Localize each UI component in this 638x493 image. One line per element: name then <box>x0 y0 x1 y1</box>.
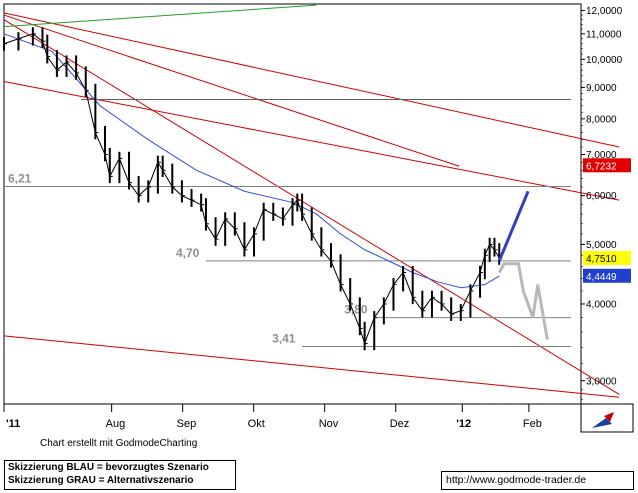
series <box>3 27 549 351</box>
trend-line <box>3 19 620 395</box>
price-markers: 6,7232 4,7510 4,4449 <box>583 158 631 283</box>
x-tick-label: Nov <box>319 418 339 430</box>
moving-average-line <box>3 33 500 289</box>
source-url[interactable]: http://www.godmode-trader.de <box>441 471 634 490</box>
price-marker-label: 4,7510 <box>586 254 617 265</box>
x-tick-label: '12 <box>456 418 471 430</box>
level-label: 4,70 <box>176 246 200 260</box>
x-tick-label: Feb <box>523 418 542 430</box>
trend-line <box>3 12 620 148</box>
trend-line <box>3 335 620 398</box>
price-marker <box>583 251 631 266</box>
price-marker-label: 6,7232 <box>586 161 617 172</box>
price-axis: 12,000011,000010,00009,00008,00007,00006… <box>581 6 623 400</box>
y-tick-label: 12,0000 <box>586 6 623 17</box>
y-tick-label: 4,0000 <box>586 299 617 310</box>
y-tick-label: 11,0000 <box>586 29 622 40</box>
trend-lines <box>3 4 620 398</box>
x-tick-label: Dez <box>390 418 410 430</box>
y-tick-label: 3,0000 <box>586 376 617 387</box>
level-label: 3,41 <box>272 332 296 346</box>
y-tick-label: 6,0000 <box>586 191 617 202</box>
x-tick-label: Okt <box>248 418 265 430</box>
blue-scenario-line <box>497 190 530 262</box>
x-tick-label: Sep <box>177 418 197 430</box>
y-tick-label: 10,0000 <box>586 55 623 66</box>
price-marker <box>583 158 631 173</box>
legend-grey: Skizzierung GRAU = Alternativszenario <box>8 475 194 486</box>
y-tick-label: 8,0000 <box>586 114 617 125</box>
grey-scenario-line <box>497 262 549 340</box>
price-marker <box>583 268 631 283</box>
y-tick-label: 5,0000 <box>586 240 617 251</box>
legend-blue: Skizzierung BLAU = bevorzugtes Szenario <box>8 462 209 473</box>
arrow-icon <box>592 418 612 428</box>
x-tick-label: Aug <box>106 418 126 430</box>
x-tick-label: '11 <box>6 418 20 430</box>
chart-credit: Chart erstellt mit GodmodeCharting <box>40 438 198 449</box>
trend-line <box>3 4 317 28</box>
horizontal-levels: 6,21 4,70 3,80 3,41 <box>4 99 571 348</box>
arrow-tip-icon <box>604 412 614 422</box>
level-label: 6,21 <box>8 171 32 185</box>
y-tick-label: 7,0000 <box>586 150 617 161</box>
scenario-legend: Skizzierung BLAU = bevorzugtes Szenario … <box>4 460 236 490</box>
trend-line <box>3 14 460 167</box>
price-line <box>3 33 500 345</box>
price-marker-label: 4,4449 <box>586 272 617 283</box>
trend-line <box>3 81 620 201</box>
scroll-corner[interactable] <box>580 403 634 433</box>
y-tick-label: 9,0000 <box>586 83 617 94</box>
level-label: 3,80 <box>344 303 368 317</box>
